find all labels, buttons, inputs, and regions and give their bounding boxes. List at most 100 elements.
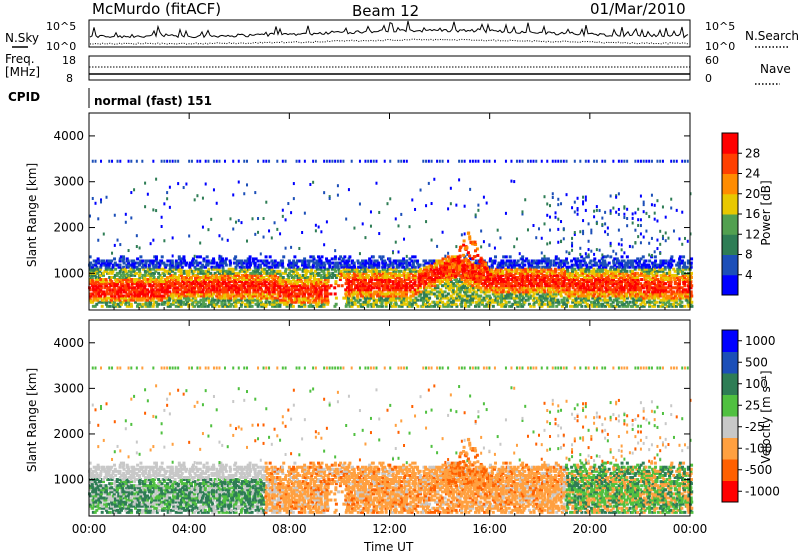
power-cell [460,159,463,163]
power-cell [343,261,347,265]
power-cell [490,284,494,288]
power-cell [352,263,356,267]
power-cell [617,192,620,196]
power-cell [310,284,314,288]
power-cell [375,263,379,267]
power-cell [138,296,142,300]
power-cell [537,273,541,277]
power-cell [615,300,619,304]
power-cell [241,290,245,294]
power-cell [463,284,467,288]
power-cell [117,296,121,300]
power-cell [656,294,660,298]
power-cell [288,265,292,269]
power-cell [254,278,258,282]
power-cell [260,290,264,294]
power-cell [215,288,219,292]
power-cell [149,259,153,263]
power-cell [247,296,251,300]
power-cell [612,261,616,265]
power-cell [593,269,597,273]
power-cell [375,181,378,185]
power-cell [441,284,445,288]
power-cell [416,288,420,292]
power-cell [615,284,619,288]
power-cell [413,298,417,302]
power-cell [607,261,611,265]
power-cell [467,304,471,308]
power-cell [178,273,182,277]
power-cell [115,263,119,267]
power-cell [448,286,452,290]
power-cell [402,284,406,288]
power-cell [136,257,140,261]
power-cell [523,300,527,304]
power-cell [540,296,544,300]
power-cell [103,269,107,273]
power-cell [639,296,643,300]
power-cell [511,280,515,284]
power-cell [610,278,614,282]
power-cell [237,271,241,275]
power-cell [104,267,108,271]
power-cell [138,267,142,271]
power-cell [411,275,415,279]
power-cell [579,286,583,290]
power-cell [196,286,200,290]
power-cell [249,284,253,288]
power-cell [577,300,581,304]
power-cell [529,273,533,277]
power-cell [284,269,288,273]
power-cell [171,159,174,163]
power-cell [174,159,177,163]
power-cell [658,265,662,269]
power-cell [371,255,375,259]
power-cell [670,159,673,163]
power-cell [400,265,404,269]
power-cell [303,304,307,308]
power-cell [642,300,646,304]
power-cell [653,294,657,298]
power-cell [302,282,306,286]
power-cell [675,292,679,296]
power-cell [424,271,428,275]
power-cell [576,290,580,294]
power-cell [604,267,608,271]
power-cell [353,273,357,277]
power-cell [552,298,556,302]
power-cell [295,286,299,290]
power-cell [659,242,662,246]
power-cell [586,284,590,288]
power-cell [361,280,365,284]
power-cell [596,267,600,271]
power-cell [463,159,466,163]
power-cell [474,267,478,271]
power-cell [620,290,624,294]
power-cell [268,280,272,284]
power-cell [339,269,343,273]
power-cell [133,294,137,298]
power-cell [642,263,646,267]
power-cell [369,210,372,214]
power-cell [243,269,247,273]
power-cell [104,282,108,286]
power-cell [373,292,377,296]
power-cell [188,234,191,238]
power-cell [551,302,555,306]
power-cell [135,267,139,271]
power-cell [224,286,228,290]
power-cell [542,280,546,284]
power-cell [226,298,230,302]
power-cell [630,304,634,308]
power-cell [182,186,185,190]
power-cell [477,302,481,306]
power-cell [333,304,337,308]
power-cell [206,273,210,277]
power-cell [358,288,362,292]
power-cell [662,300,666,304]
power-cell [397,280,401,284]
power-cell [678,259,682,263]
power-cell [105,259,109,263]
power-cell [251,294,255,298]
power-cell [248,275,252,279]
